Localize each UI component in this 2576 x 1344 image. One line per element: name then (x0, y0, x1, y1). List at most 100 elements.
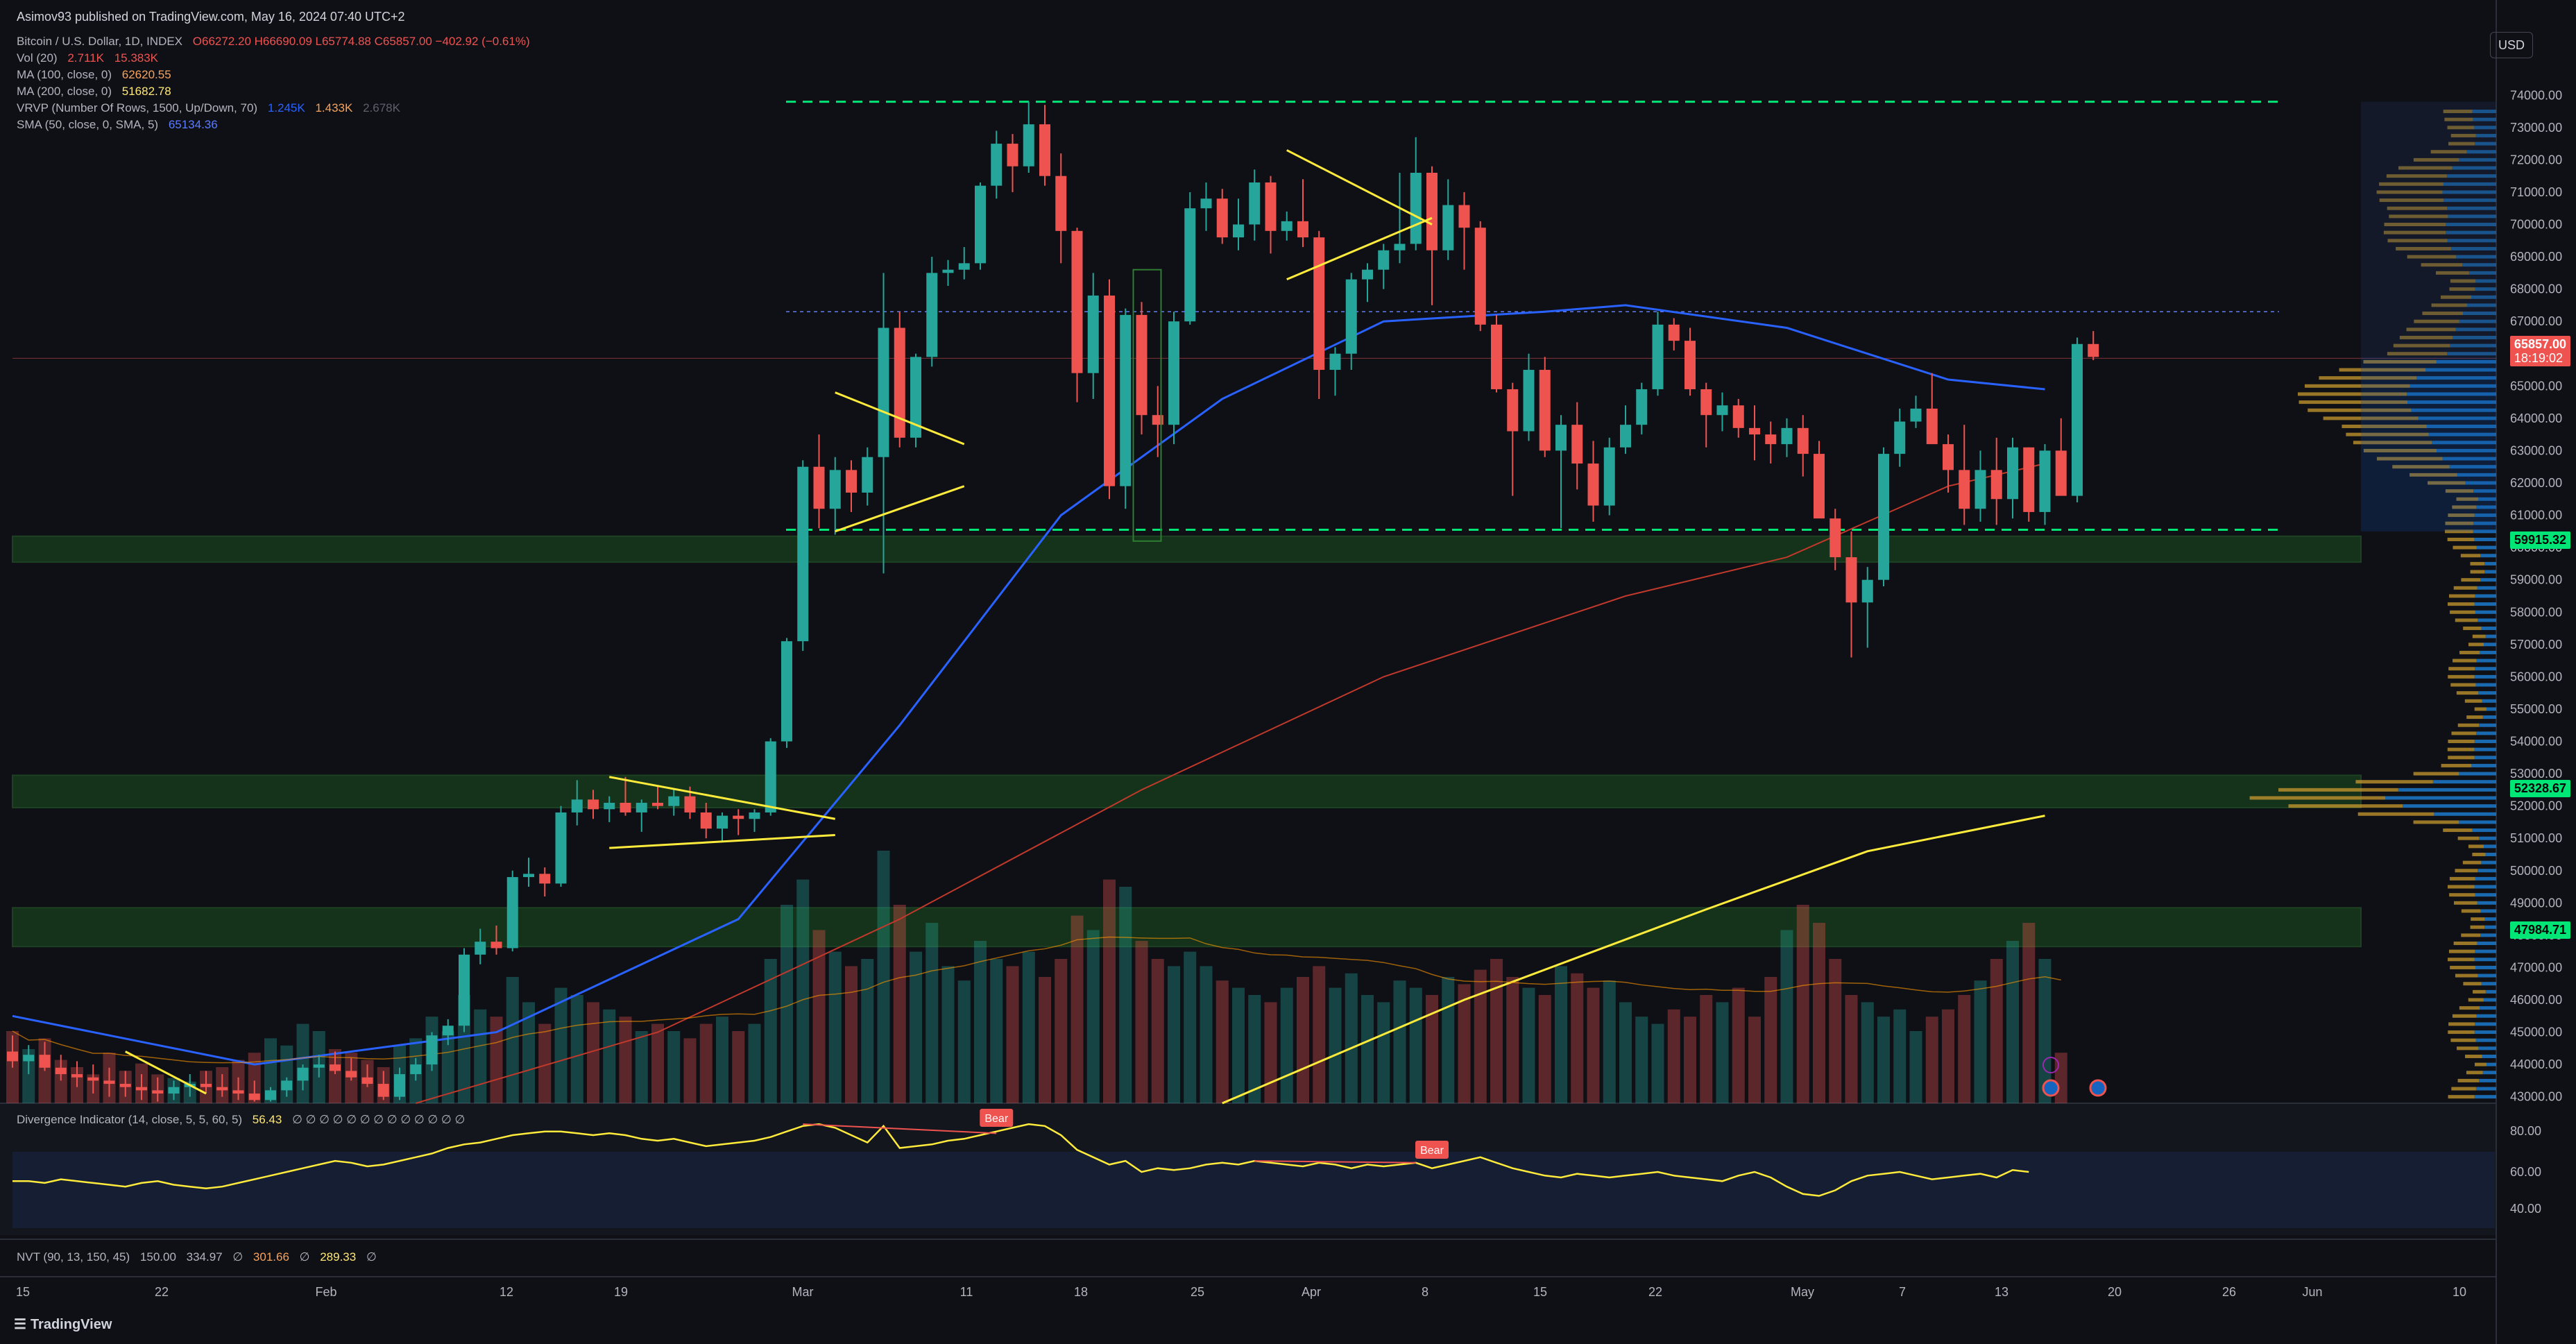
volume-bar (1216, 980, 1229, 1103)
legend-vol[interactable]: Vol (20) 2.711K 15.383K (17, 51, 165, 65)
price-tick-label: 43000.00 (2510, 1090, 2562, 1104)
time-tick-label: 7 (1899, 1285, 1906, 1299)
tradingview-logo[interactable]: ☰ TradingView (14, 1316, 112, 1333)
vp-up-row (2480, 554, 2496, 558)
candle-body (2072, 343, 2083, 496)
volume-bar (1297, 977, 1309, 1103)
candle-body (1329, 353, 1341, 371)
vp-up-row (2475, 610, 2496, 614)
vp-up-row (2478, 497, 2496, 501)
time-tick-label: 26 (2222, 1285, 2236, 1299)
vp-up-row (2475, 949, 2496, 953)
vp-up-row (2477, 869, 2496, 873)
bear-label-1: Bear (984, 1113, 1008, 1125)
price-tick-label: 58000.00 (2510, 605, 2562, 619)
candle-body (1700, 389, 1712, 416)
volume-bar (910, 951, 922, 1103)
nvt-na-1: ∅ (232, 1250, 244, 1264)
vp-down-row (2474, 1062, 2487, 1066)
candle-body (1297, 221, 1308, 238)
vp-up-row (2481, 627, 2496, 631)
time-tick-label: Apr (1302, 1285, 1321, 1299)
vp-up-row (2466, 303, 2496, 307)
price-tick-label: 68000.00 (2510, 282, 2562, 296)
candle-body (1814, 454, 1825, 519)
vp-down-row (2448, 594, 2475, 598)
vp-up-row (2484, 561, 2496, 565)
price-tick-label: 64000.00 (2510, 411, 2562, 425)
volume-bar (1506, 977, 1519, 1103)
candle-body (991, 144, 1003, 186)
vp-down-row (2386, 174, 2447, 178)
legend-sma[interactable]: SMA (50, close, 0, SMA, 5) 65134.36 (17, 118, 225, 132)
vp-down-row (2447, 537, 2475, 541)
candle-body (1861, 579, 1873, 603)
vp-up-row (2434, 812, 2496, 816)
candle-body (1281, 221, 1293, 231)
vp-up-row (2449, 465, 2496, 469)
vp-down-row (2468, 643, 2484, 647)
time-tick-label: 15 (16, 1285, 30, 1299)
volume-bar (1603, 980, 1616, 1103)
jan-trendline (125, 1050, 207, 1095)
sma-label: SMA (50, close, 0, SMA, 5) (17, 118, 159, 131)
candle-body (1168, 321, 1179, 425)
vp-down-row (2308, 408, 2412, 412)
vp-up-row (2398, 788, 2496, 792)
vp-up-row (2432, 780, 2496, 784)
volume-bar (748, 1023, 761, 1103)
vp-up-row (2403, 804, 2496, 808)
bear-divergence-line-1 (803, 1123, 997, 1134)
vp-down-row (2444, 529, 2473, 534)
vp-down-row (2449, 893, 2475, 897)
vp-up-row (2482, 699, 2496, 703)
candle-body (1394, 244, 1406, 250)
vp-up-row (2474, 1095, 2496, 1099)
vp-down-row (2384, 223, 2446, 226)
legend-vrvp[interactable]: VRVP (Number Of Rows, 1500, Up/Down, 70)… (17, 101, 407, 115)
price-tick-label: 72000.00 (2510, 153, 2562, 167)
vp-down-row (2453, 545, 2477, 550)
candle-body (394, 1074, 405, 1097)
candle-body (1216, 198, 1228, 238)
event-flag-icon-2 (2089, 1079, 2107, 1097)
vp-up-row (2486, 707, 2496, 711)
candle-body (942, 269, 954, 273)
vp-down-row (2342, 425, 2427, 429)
vp-up-row (2474, 537, 2496, 541)
bear-label-2: Bear (1420, 1145, 1444, 1157)
candle-body (1491, 324, 1502, 389)
volume-bar (570, 995, 583, 1103)
price-tick-label: 56000.00 (2510, 670, 2562, 683)
vp-up-row (2475, 1087, 2496, 1091)
vp-up-row (2473, 489, 2496, 493)
divergence-legend[interactable]: Divergence Indicator (14, close, 5, 5, 6… (17, 1113, 472, 1127)
candle-body (1910, 408, 1922, 422)
vp-up-row (2483, 643, 2496, 647)
candle-body (168, 1087, 180, 1094)
nvt-label: NVT (90, 13, 150, 45) (17, 1250, 130, 1264)
vp-up-row (2482, 1054, 2496, 1058)
vp-down-row (2430, 150, 2467, 154)
vp-up-row (2456, 255, 2496, 259)
vp-down-row (2448, 958, 2475, 962)
vp-down-row (2451, 1087, 2476, 1091)
vp-up-row (2475, 876, 2496, 881)
candle-body (1684, 341, 1696, 389)
candle-body (1716, 405, 1728, 416)
vp-down-row (2450, 279, 2476, 283)
legend-ma100[interactable]: MA (100, close, 0) 62620.55 (17, 68, 178, 82)
volume-bar (1829, 959, 1842, 1103)
event-flag-icon (2042, 1079, 2060, 1097)
volume-ma-line (12, 936, 2061, 1064)
flag-upper-line (835, 391, 965, 445)
nvt-legend[interactable]: NVT (90, 13, 150, 45) 150.00 334.97 ∅ 30… (17, 1250, 384, 1264)
vp-up-row (2481, 982, 2496, 986)
candle-body (459, 954, 470, 1026)
volume-bar (926, 923, 939, 1103)
volume-bar (1280, 987, 1293, 1103)
currency-button[interactable]: USD (2490, 32, 2533, 58)
volume-bar (490, 1016, 503, 1103)
volume-bar (1813, 923, 1825, 1103)
legend-ma200[interactable]: MA (200, close, 0) 51682.78 (17, 85, 178, 99)
